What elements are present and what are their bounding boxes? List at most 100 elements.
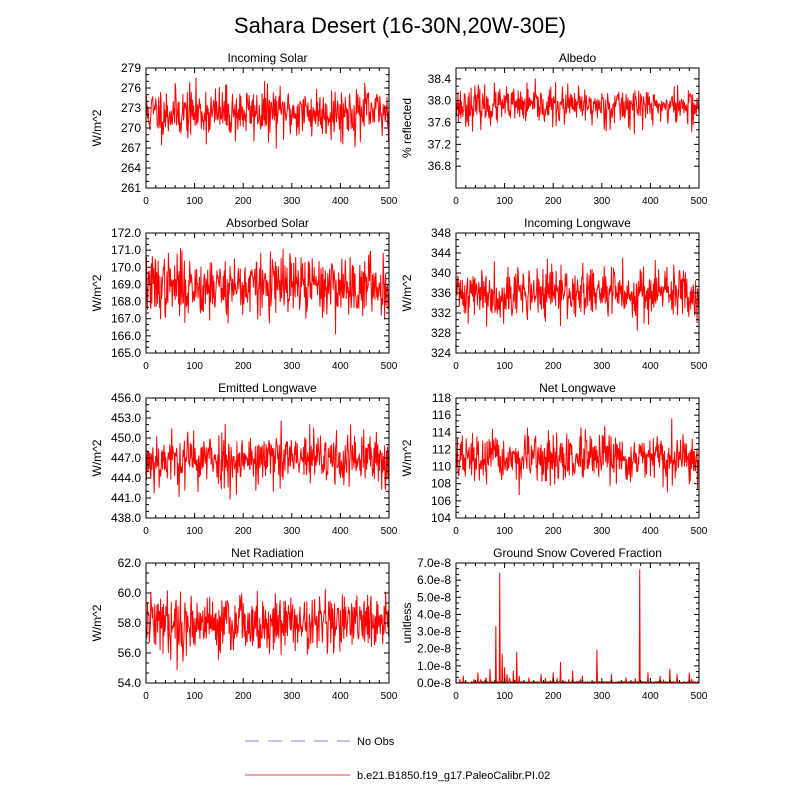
y-tick-label: 171.0 xyxy=(111,243,141,257)
y-tick-label: 38.0 xyxy=(428,94,452,108)
x-tick-label: 300 xyxy=(593,361,610,372)
y-axis-label: W/m^2 xyxy=(400,274,414,311)
x-tick-label: 200 xyxy=(235,361,252,372)
y-tick-label: 37.2 xyxy=(428,137,452,151)
y-tick-label: 328 xyxy=(431,326,451,340)
x-tick-label: 300 xyxy=(283,361,300,372)
x-tick-label: 300 xyxy=(283,691,300,702)
x-tick-label: 400 xyxy=(642,361,659,372)
x-tick-label: 400 xyxy=(332,361,349,372)
x-tick-label: 500 xyxy=(381,691,398,702)
x-tick-label: 400 xyxy=(642,196,659,207)
x-tick-label: 400 xyxy=(332,526,349,537)
y-axis-label: W/m^2 xyxy=(400,439,414,476)
legend-label-no-obs: No Obs xyxy=(357,736,395,748)
y-tick-label: 114 xyxy=(432,425,451,439)
y-tick-label: 1.0e-8 xyxy=(417,659,451,673)
series-line xyxy=(455,257,700,331)
y-axis-label: W/m^2 xyxy=(90,109,104,146)
y-axis-label: unitless xyxy=(400,603,414,644)
y-tick-label: 106 xyxy=(431,494,451,508)
x-tick-label: 500 xyxy=(691,196,708,207)
x-tick-label: 0 xyxy=(143,361,149,372)
panel-net-longwave: Net Longwave W/m^2 104 106 108 110 112 114 116 11… xyxy=(400,381,708,537)
panel-albedo: Albedo % reflected 36.8 37.2 37.6 38.0 38.4 0 10… xyxy=(400,51,708,207)
panel-title: Absorbed Solar xyxy=(226,216,309,230)
x-tick-label: 100 xyxy=(496,526,513,537)
y-tick-label: 348 xyxy=(431,226,451,240)
y-tick-label: 7.0e-8 xyxy=(417,556,451,570)
y-tick-label: 450.0 xyxy=(111,431,141,445)
x-tick-label: 100 xyxy=(496,691,513,702)
plot-frame xyxy=(455,562,700,684)
panel-title: Albedo xyxy=(559,51,597,65)
y-tick-label: 3.0e-8 xyxy=(417,625,451,639)
x-tick-label: 500 xyxy=(691,691,708,702)
panel-title: Incoming Longwave xyxy=(524,216,631,230)
y-tick-label: 261 xyxy=(121,181,141,195)
series-line xyxy=(145,248,390,335)
x-tick-label: 0 xyxy=(453,361,459,372)
x-tick-label: 100 xyxy=(186,691,203,702)
y-tick-label: 344 xyxy=(431,246,451,260)
x-tick-label: 500 xyxy=(381,361,398,372)
panel-absorbed-solar: Absorbed Solar W/m^2 165.0 166.0 167.0 168.0 1… xyxy=(90,216,398,372)
panel-title: Ground Snow Covered Fraction xyxy=(493,546,662,560)
y-tick-label: 447.0 xyxy=(111,451,141,465)
y-tick-label: 54.0 xyxy=(118,676,142,690)
y-axis-label: W/m^2 xyxy=(90,604,104,641)
series-line xyxy=(455,418,700,496)
x-tick-label: 400 xyxy=(332,691,349,702)
y-tick-label: 118 xyxy=(432,391,451,405)
panels: Incoming Solar W/m^2 261 264 267 270 273 276 279… xyxy=(90,51,708,702)
series-line xyxy=(145,77,390,149)
x-tick-label: 100 xyxy=(496,361,513,372)
panel-incoming-longwave: Incoming Longwave W/m^2 324 328 332 336 340 344… xyxy=(400,216,708,372)
y-tick-label: 4.0e-8 xyxy=(417,607,451,621)
x-tick-label: 500 xyxy=(381,526,398,537)
panel-emitted-longwave: Emitted Longwave W/m^2 438.0 441.0 444.0 447.… xyxy=(90,381,398,537)
legend-label-model: b.e21.B1850.f19_g17.PaleoCalibr.PI.02 xyxy=(357,770,550,782)
x-tick-label: 200 xyxy=(545,691,562,702)
x-tick-label: 0 xyxy=(453,526,459,537)
x-tick-label: 200 xyxy=(235,526,252,537)
y-tick-label: 264 xyxy=(121,161,141,175)
panel-incoming-solar: Incoming Solar W/m^2 261 264 267 270 273 276 279… xyxy=(90,51,398,207)
x-tick-label: 200 xyxy=(545,196,562,207)
panel-title: Emitted Longwave xyxy=(218,381,317,395)
y-tick-label: 453.0 xyxy=(111,411,141,425)
x-tick-label: 400 xyxy=(642,526,659,537)
y-tick-label: 58.0 xyxy=(118,616,142,630)
y-tick-label: 56.0 xyxy=(118,646,142,660)
y-tick-label: 172.0 xyxy=(111,226,141,240)
y-tick-label: 170.0 xyxy=(111,260,141,274)
panel-ground-snow-covered-fraction: Ground Snow Covered Fraction unitless 0.0e… xyxy=(400,546,708,702)
y-tick-label: 2.0e-8 xyxy=(417,642,451,656)
series-line xyxy=(455,569,700,684)
y-tick-label: 5.0e-8 xyxy=(417,590,451,604)
y-tick-label: 276 xyxy=(121,81,141,95)
figure-title: Sahara Desert (16-30N,20W-30E) xyxy=(234,13,566,38)
y-tick-label: 336 xyxy=(431,286,451,300)
x-tick-label: 500 xyxy=(691,361,708,372)
y-tick-label: 441.0 xyxy=(111,491,141,505)
y-tick-label: 444.0 xyxy=(111,471,141,485)
plot-frame xyxy=(455,397,700,519)
y-tick-label: 267 xyxy=(121,141,141,155)
y-tick-label: 456.0 xyxy=(111,391,141,405)
y-tick-label: 60.0 xyxy=(118,586,142,600)
x-tick-label: 500 xyxy=(691,526,708,537)
y-axis-label: W/m^2 xyxy=(90,439,104,476)
y-tick-label: 62.0 xyxy=(118,556,142,570)
x-tick-label: 100 xyxy=(186,361,203,372)
y-tick-label: 38.4 xyxy=(428,72,452,86)
x-tick-label: 200 xyxy=(235,196,252,207)
series-line xyxy=(455,78,700,135)
x-tick-label: 300 xyxy=(593,196,610,207)
plot-frame xyxy=(145,232,390,354)
y-tick-label: 168.0 xyxy=(111,295,141,309)
y-tick-label: 166.0 xyxy=(111,329,141,343)
panel-title: Incoming Solar xyxy=(227,51,307,65)
x-tick-label: 200 xyxy=(545,526,562,537)
